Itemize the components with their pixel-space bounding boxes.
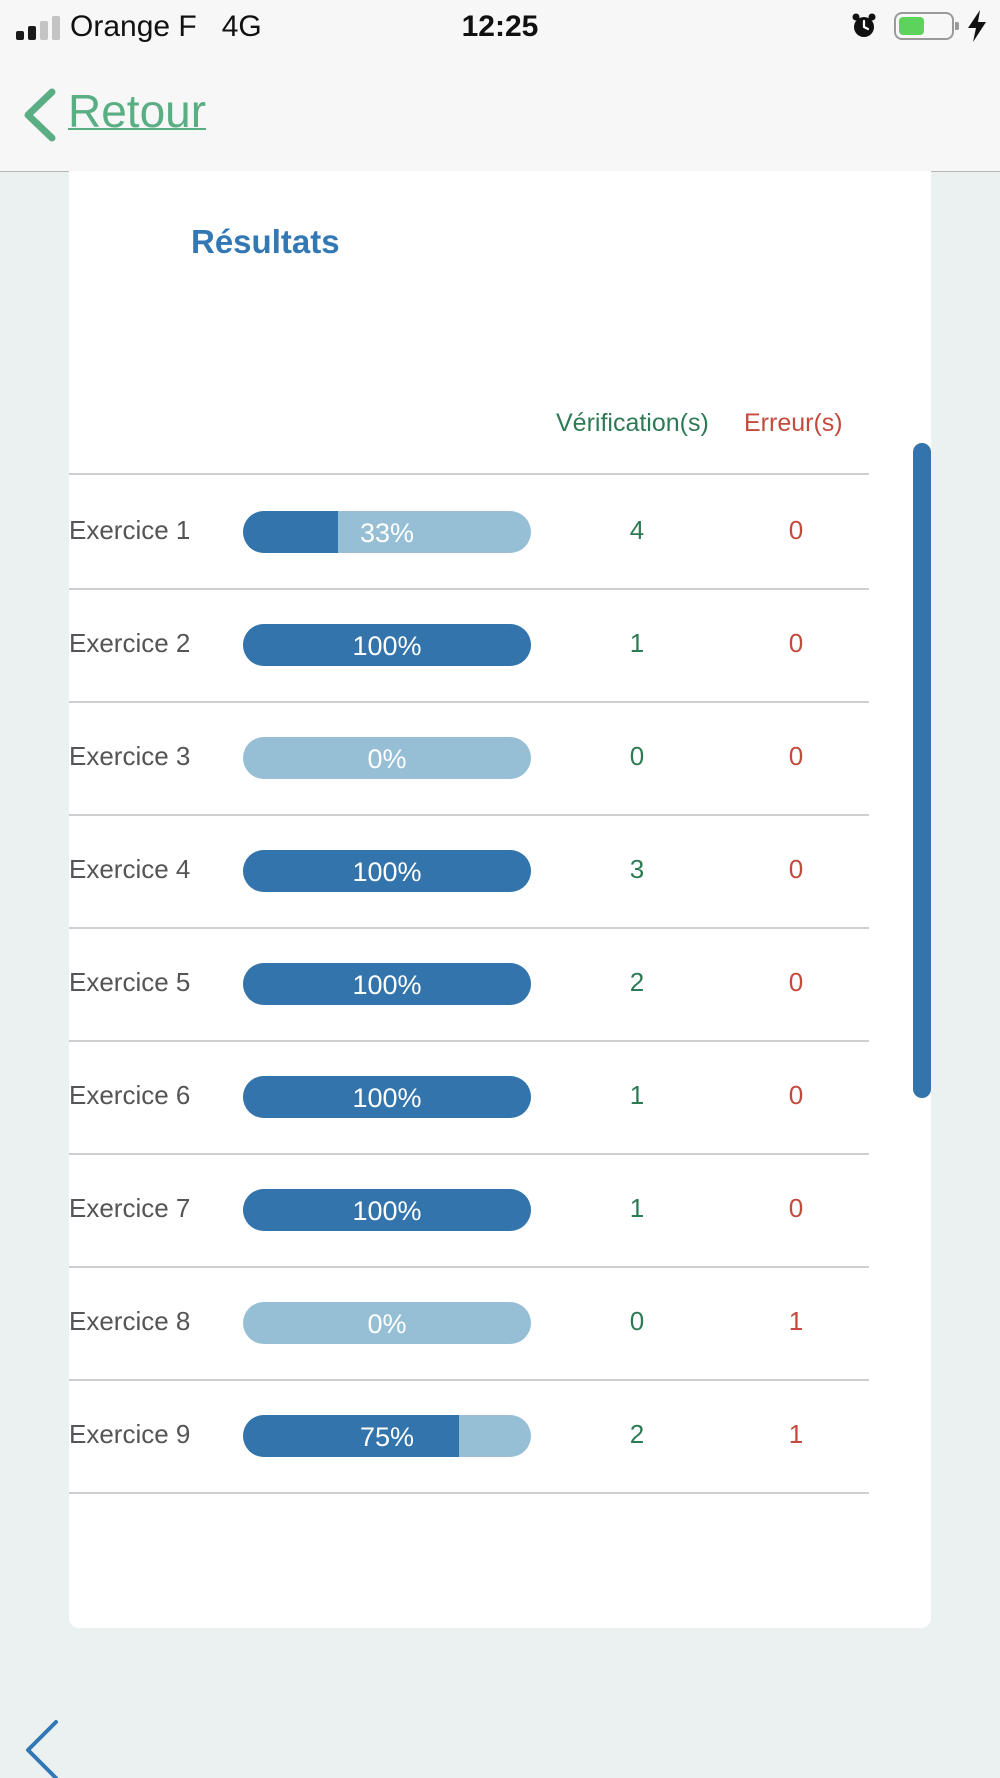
result-row: Exercice 1 33% 4 0 <box>69 475 869 590</box>
scrollbar[interactable] <box>913 443 931 1098</box>
progress-bar: 100% <box>243 624 531 666</box>
verification-count: 1 <box>629 1193 645 1223</box>
verification-count: 3 <box>629 854 645 884</box>
result-row: Exercice 4 100% 3 0 <box>69 814 869 929</box>
error-count: 1 <box>788 1306 804 1336</box>
progress-percent: 100% <box>352 970 422 1000</box>
exercise-label: Exercice 4 <box>69 854 191 884</box>
carrier-name: Orange F <box>70 10 197 43</box>
progress-percent: 0% <box>367 1309 407 1339</box>
results-title: Résultats <box>191 223 340 260</box>
previous-page-chevron-icon[interactable] <box>20 1716 64 1778</box>
battery-icon <box>894 12 959 40</box>
error-count: 0 <box>788 854 804 884</box>
chevron-left-icon <box>24 88 56 142</box>
progress-bar: 33% <box>243 511 531 553</box>
exercise-label: Exercice 6 <box>69 1080 191 1110</box>
result-row: Exercice 5 100% 2 0 <box>69 927 869 1042</box>
signal-icon <box>16 16 62 40</box>
progress-fill <box>243 1076 531 1118</box>
battery-level <box>899 17 925 35</box>
carrier-label: Orange F 4G <box>70 10 262 44</box>
status-time: 12:25 <box>461 10 539 43</box>
error-count: 0 <box>788 967 804 997</box>
progress-fill <box>243 624 531 666</box>
progress-fill <box>243 850 531 892</box>
result-row: Exercice 9 75% 2 1 <box>69 1379 869 1494</box>
exercise-label: Exercice 2 <box>69 628 191 658</box>
network-type: 4G <box>221 10 262 43</box>
progress-bar: 0% <box>243 737 531 779</box>
verification-count: 4 <box>629 515 645 545</box>
exercise-label: Exercice 1 <box>69 515 191 545</box>
error-count: 0 <box>788 515 804 545</box>
result-row: Exercice 8 0% 0 1 <box>69 1266 869 1381</box>
alarm-icon <box>852 13 876 37</box>
charging-icon <box>968 10 986 42</box>
verifications-column-header: Vérification(s) <box>556 409 709 437</box>
progress-fill <box>243 1189 531 1231</box>
results-card: Résultats Vérification(s) Erreur(s) Exer… <box>69 171 931 1628</box>
progress-bar: 100% <box>243 850 531 892</box>
exercise-label: Exercice 7 <box>69 1193 191 1223</box>
result-row: Exercice 6 100% 1 0 <box>69 1040 869 1155</box>
verification-count: 1 <box>629 1080 645 1110</box>
error-count: 0 <box>788 741 804 771</box>
back-label[interactable]: Retour <box>68 85 207 137</box>
result-row: Exercice 7 100% 1 0 <box>69 1153 869 1268</box>
error-count: 1 <box>788 1419 804 1449</box>
progress-bar: 0% <box>243 1302 531 1344</box>
verification-count: 0 <box>629 741 645 771</box>
result-row: Exercice 2 100% 1 0 <box>69 588 869 703</box>
error-count: 0 <box>788 628 804 658</box>
verification-count: 2 <box>629 1419 645 1449</box>
exercise-label: Exercice 5 <box>69 967 191 997</box>
verification-count: 1 <box>629 628 645 658</box>
progress-percent: 0% <box>367 744 407 774</box>
errors-column-header: Erreur(s) <box>744 409 843 437</box>
header-divider <box>69 473 869 475</box>
exercise-label: Exercice 3 <box>69 741 191 771</box>
progress-fill <box>243 963 531 1005</box>
progress-fill <box>243 1415 459 1457</box>
result-row: Exercice 3 0% 0 0 <box>69 701 869 816</box>
error-count: 0 <box>788 1193 804 1223</box>
status-bar: Orange F 4G 12:25 <box>0 0 1000 54</box>
progress-fill <box>243 511 339 553</box>
progress-percent: 100% <box>352 1083 422 1113</box>
progress-percent: 75% <box>359 1422 415 1452</box>
error-count: 0 <box>788 1080 804 1110</box>
navigation-bar: Retour <box>0 54 1000 172</box>
exercise-label: Exercice 8 <box>69 1306 191 1336</box>
progress-percent: 100% <box>352 1196 422 1226</box>
progress-percent: 33% <box>359 518 415 548</box>
progress-bar: 100% <box>243 1189 531 1231</box>
verification-count: 0 <box>629 1306 645 1336</box>
progress-percent: 100% <box>352 631 422 661</box>
progress-bar: 100% <box>243 1076 531 1118</box>
progress-bar: 75% <box>243 1415 531 1457</box>
progress-bar: 100% <box>243 963 531 1005</box>
verification-count: 2 <box>629 967 645 997</box>
progress-percent: 100% <box>352 857 422 887</box>
exercise-label: Exercice 9 <box>69 1419 191 1449</box>
